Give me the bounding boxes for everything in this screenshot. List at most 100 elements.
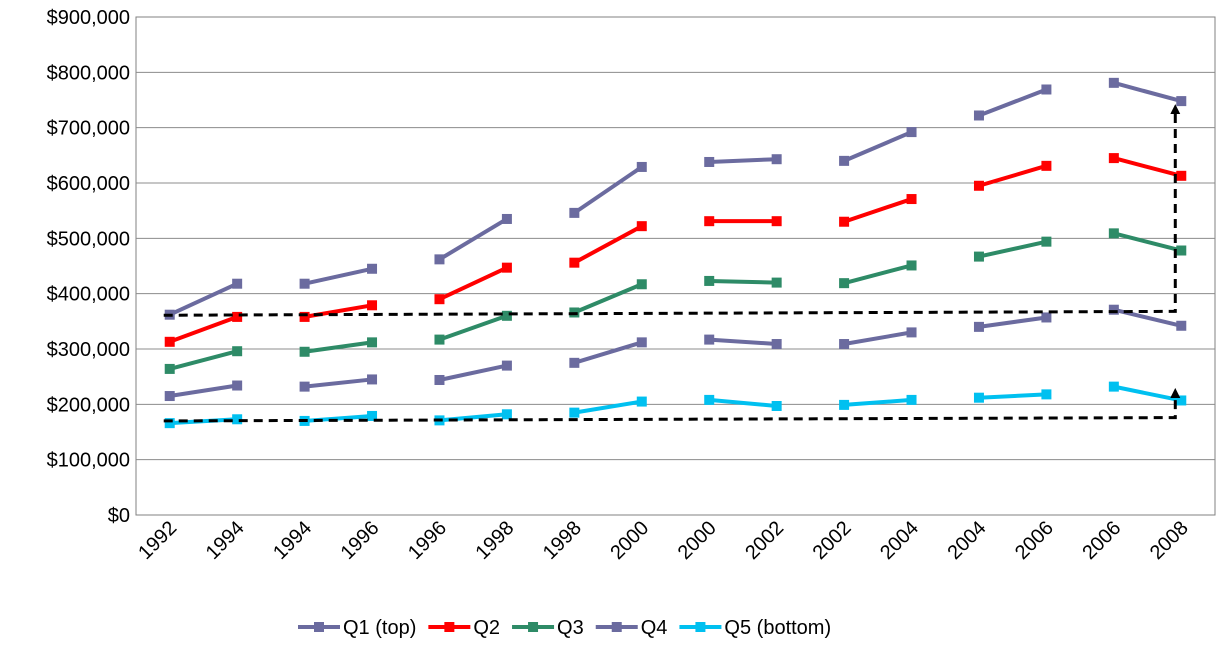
data-point [839,399,850,410]
legend-item: Q2 [428,617,500,639]
data-point [839,216,850,227]
data-point [164,391,175,402]
series-line-segment [573,224,643,265]
data-point [1041,389,1052,400]
data-point [973,110,984,121]
series-line-segment [168,281,238,317]
data-point [906,260,917,271]
series-line-segment [978,163,1047,188]
series-line-segment [709,337,777,347]
x-axis-tick-labels: 1992 1994 1994 1996 1996 1998 1998 2000 2000 2002… [134,517,1193,564]
y-tick-label: $900,000 [47,7,130,29]
x-tick-label: 2006 [1011,517,1058,564]
data-point [906,394,917,405]
y-tick-label: $800,000 [47,62,130,84]
data-point [164,363,175,374]
data-point [704,275,715,286]
series-line-segment [709,278,777,285]
data-point [771,154,782,165]
data-point [367,300,378,311]
data-point [1108,304,1119,315]
data-point [367,263,378,274]
data-point [1108,153,1119,164]
series-line-segment [438,265,508,302]
legend-item: Q1 (top) [298,617,416,639]
data-point [1176,170,1187,181]
data-point [1108,381,1119,392]
data-point [501,213,512,224]
series-line-segment [169,315,238,344]
data-point [299,278,310,289]
y-tick-label: $0 [108,505,130,527]
data-point [704,334,715,345]
data-point [839,155,850,166]
series-line-segment [843,197,913,224]
data-point [973,392,984,403]
series-line-segment [574,399,643,415]
x-tick-label: 1994 [202,517,249,564]
legend-item: Q5 (bottom) [679,617,831,639]
legend-item: Q4 [595,617,667,639]
data-point [367,410,378,421]
data-point [1108,228,1119,239]
data-point [704,156,715,167]
data-point [232,380,243,391]
data-point [569,207,580,218]
data-point [299,381,310,392]
data-point [434,294,445,305]
series-line-segment [438,217,508,262]
x-tick-label: 2006 [1078,517,1125,564]
series-line-segment [709,157,777,164]
series-line-segment [439,363,508,382]
data-point [501,262,512,273]
data-point [434,374,445,385]
y-tick-label: $400,000 [47,284,130,306]
data-point [636,221,647,232]
legend-label: Q1 (top) [343,617,416,639]
data-point [1176,320,1187,331]
y-tick-label: $200,000 [47,394,130,416]
data-point [434,254,445,265]
plot-area [135,16,1216,516]
series-line-segment [573,165,643,215]
data-point [232,278,243,289]
series-line-segment [573,340,643,365]
data-point [367,337,378,348]
legend-label: Q5 (bottom) [724,617,831,639]
data-point [1041,312,1052,323]
legend: Q1 (top) Q2 Q3 Q4 Q5 (bottom) [298,617,831,639]
legend-marker [314,622,324,632]
data-point [299,346,310,357]
data-point [367,374,378,385]
x-tick-label: 2002 [809,517,856,564]
dashed-arrow [163,104,1181,317]
series-line-segment [843,263,913,286]
data-point [1041,236,1052,247]
x-tick-label: 2002 [741,517,788,564]
x-tick-label: 1996 [404,517,451,564]
data-point [1176,395,1187,406]
series-line-segment [304,377,373,389]
data-point [906,127,917,138]
data-point [636,279,647,290]
x-tick-label: 2008 [1146,517,1193,564]
series-line-segment [1113,80,1182,104]
series-line-segment [1113,384,1182,403]
x-tick-label: 1994 [269,517,316,564]
series-line-segment [978,87,1048,118]
data-point [232,414,243,425]
data-point [771,339,782,350]
x-tick-label: 2004 [876,517,923,564]
x-tick-label: 2000 [674,517,721,564]
data-point [232,346,243,357]
data-point [164,418,175,429]
data-point [1176,245,1187,256]
data-point [839,339,850,350]
legend-label: Q2 [473,617,500,639]
series [164,77,1187,320]
data-point [299,311,310,322]
series-line-segment [438,313,508,342]
x-tick-label: 1992 [134,517,181,564]
data-point [569,257,580,268]
